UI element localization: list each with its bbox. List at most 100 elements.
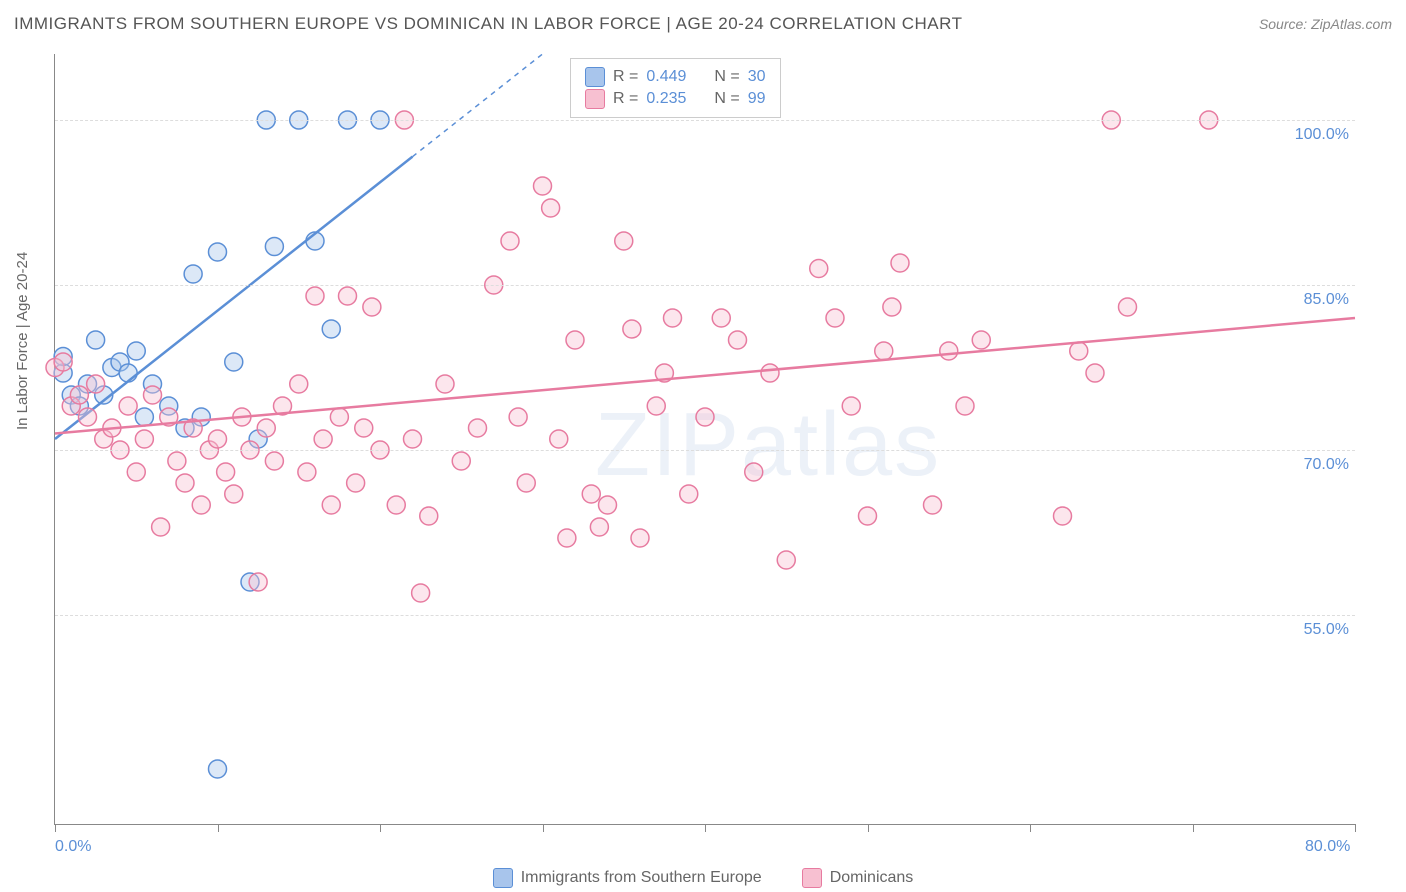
swatch-southern-europe [585, 67, 605, 87]
data-point-southern-europe [209, 243, 227, 261]
n-value: 99 [748, 90, 766, 108]
data-point-dominicans [1054, 507, 1072, 525]
data-point-dominicans [566, 331, 584, 349]
data-point-dominicans [298, 463, 316, 481]
data-point-dominicans [542, 199, 560, 217]
data-point-dominicans [79, 408, 97, 426]
data-point-dominicans [664, 309, 682, 327]
data-point-dominicans [330, 408, 348, 426]
legend-label: Immigrants from Southern Europe [521, 869, 762, 887]
data-point-dominicans [940, 342, 958, 360]
x-tick-label: 80.0% [1305, 838, 1350, 856]
data-point-dominicans [176, 474, 194, 492]
data-point-dominicans [501, 232, 519, 250]
n-label: N = [714, 68, 739, 86]
data-point-dominicans [647, 397, 665, 415]
swatch-dominicans [802, 868, 822, 888]
data-point-dominicans [144, 386, 162, 404]
data-point-dominicans [436, 375, 454, 393]
chart-title: IMMIGRANTS FROM SOUTHERN EUROPE VS DOMIN… [14, 14, 962, 34]
data-point-dominicans [534, 177, 552, 195]
data-point-southern-europe [209, 760, 227, 778]
data-point-dominicans [615, 232, 633, 250]
data-point-dominicans [412, 584, 430, 602]
legend-item-southern-europe: Immigrants from Southern Europe [493, 868, 762, 888]
legend-item-dominicans: Dominicans [802, 868, 914, 888]
data-point-southern-europe [119, 364, 137, 382]
legend-row-southern-europe: R = 0.449 N = 30 [585, 67, 766, 87]
data-point-southern-europe [265, 238, 283, 256]
data-point-dominicans [152, 518, 170, 536]
data-point-dominicans [87, 375, 105, 393]
data-point-dominicans [859, 507, 877, 525]
data-point-dominicans [420, 507, 438, 525]
x-tick-label: 0.0% [55, 838, 91, 856]
data-point-dominicans [452, 452, 470, 470]
data-point-dominicans [306, 287, 324, 305]
y-tick-label: 55.0% [1304, 621, 1349, 639]
data-point-dominicans [1086, 364, 1104, 382]
title-bar: IMMIGRANTS FROM SOUTHERN EUROPE VS DOMIN… [14, 14, 1392, 34]
data-point-dominicans [582, 485, 600, 503]
r-label: R = [613, 68, 638, 86]
data-point-dominicans [265, 452, 283, 470]
data-point-dominicans [891, 254, 909, 272]
data-point-dominicans [339, 287, 357, 305]
data-point-dominicans [363, 298, 381, 316]
data-point-dominicans [1070, 342, 1088, 360]
swatch-southern-europe [493, 868, 513, 888]
data-point-dominicans [192, 496, 210, 514]
data-point-dominicans [875, 342, 893, 360]
data-point-dominicans [972, 331, 990, 349]
data-point-dominicans [517, 474, 535, 492]
data-point-dominicans [257, 419, 275, 437]
data-point-dominicans [290, 375, 308, 393]
data-point-dominicans [70, 386, 88, 404]
data-point-dominicans [729, 331, 747, 349]
data-point-dominicans [54, 353, 72, 371]
data-point-dominicans [590, 518, 608, 536]
data-point-dominicans [387, 496, 405, 514]
data-point-dominicans [355, 419, 373, 437]
data-point-dominicans [249, 573, 267, 591]
r-value: 0.235 [646, 90, 686, 108]
trend-line-dashed-southern-europe [413, 54, 543, 157]
data-point-dominicans [1119, 298, 1137, 316]
legend-label: Dominicans [830, 869, 914, 887]
legend-row-dominicans: R = 0.235 N = 99 [585, 89, 766, 109]
data-point-dominicans [322, 496, 340, 514]
data-point-dominicans [777, 551, 795, 569]
data-point-dominicans [217, 463, 235, 481]
n-value: 30 [748, 68, 766, 86]
data-point-dominicans [631, 529, 649, 547]
data-point-dominicans [314, 430, 332, 448]
data-point-dominicans [761, 364, 779, 382]
data-point-dominicans [810, 260, 828, 278]
y-tick-label: 70.0% [1304, 456, 1349, 474]
data-point-dominicans [712, 309, 730, 327]
data-point-southern-europe [225, 353, 243, 371]
data-point-dominicans [696, 408, 714, 426]
data-point-dominicans [168, 452, 186, 470]
source-attribution: Source: ZipAtlas.com [1259, 16, 1392, 32]
data-point-dominicans [826, 309, 844, 327]
trend-line-southern-europe [55, 157, 413, 439]
data-point-dominicans [623, 320, 641, 338]
data-point-southern-europe [135, 408, 153, 426]
plot-area: ZIPatlas 55.0%70.0%85.0%100.0%0.0%80.0% [54, 54, 1355, 825]
data-point-dominicans [956, 397, 974, 415]
data-point-southern-europe [322, 320, 340, 338]
data-point-dominicans [680, 485, 698, 503]
data-point-dominicans [225, 485, 243, 503]
data-point-dominicans [469, 419, 487, 437]
data-point-dominicans [209, 430, 227, 448]
data-point-dominicans [135, 430, 153, 448]
data-point-dominicans [599, 496, 617, 514]
data-point-southern-europe [127, 342, 145, 360]
data-point-dominicans [119, 397, 137, 415]
data-point-dominicans [404, 430, 422, 448]
r-label: R = [613, 90, 638, 108]
y-tick-label: 100.0% [1295, 126, 1349, 144]
data-point-dominicans [924, 496, 942, 514]
y-axis-label: In Labor Force | Age 20-24 [14, 252, 31, 430]
